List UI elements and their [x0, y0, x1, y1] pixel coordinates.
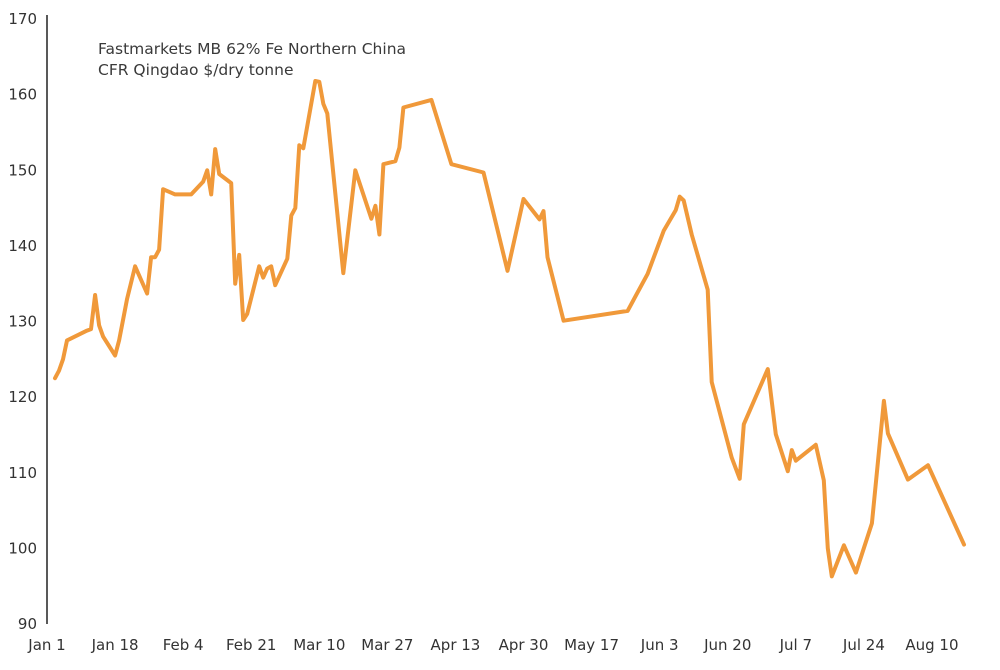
y-tick-label: 120	[8, 388, 37, 406]
x-tick-label: Jan 18	[91, 636, 139, 654]
y-tick-label: 110	[8, 464, 37, 482]
y-tick-label: 150	[8, 161, 37, 179]
x-tick-label: Mar 10	[293, 636, 345, 654]
y-tick-label: 160	[8, 86, 37, 104]
x-tick-label: Feb 21	[226, 636, 276, 654]
x-tick-label: Jun 3	[640, 636, 679, 654]
x-tick-label: Feb 4	[163, 636, 204, 654]
x-tick-label: Apr 30	[499, 636, 549, 654]
x-tick-label: Mar 27	[361, 636, 413, 654]
chart-title-line-1: Fastmarkets MB 62% Fe Northern China	[98, 40, 406, 58]
y-tick-label: 90	[18, 615, 37, 633]
x-tick-label: Apr 13	[431, 636, 481, 654]
x-tick-label: May 17	[564, 636, 619, 654]
chart-title-line-2: CFR Qingdao $/dry tonne	[98, 61, 294, 79]
series-group	[53, 79, 966, 579]
x-axis-ticks: Jan 1 Jan 18 Feb 4 Feb 21 Mar 10 Mar 27 Apr 13…	[27, 636, 958, 654]
y-tick-label: 130	[8, 313, 37, 331]
x-tick-label: Jun 20	[703, 636, 751, 654]
y-tick-label: 170	[8, 10, 37, 28]
x-tick-label: Jul 7	[779, 636, 812, 654]
x-tick-label: Jan 1	[27, 636, 65, 654]
x-tick-label: Jul 24	[842, 636, 885, 654]
x-tick-label: Aug 10	[905, 636, 958, 654]
chart-title: Fastmarkets MB 62% Fe Northern China CFR…	[98, 40, 406, 79]
y-tick-label: 140	[8, 237, 37, 255]
y-axis-ticks: 90 100 110 120 130 140 150 160 170	[8, 10, 37, 633]
y-tick-label: 100	[8, 539, 37, 557]
price-series-line	[53, 79, 966, 579]
